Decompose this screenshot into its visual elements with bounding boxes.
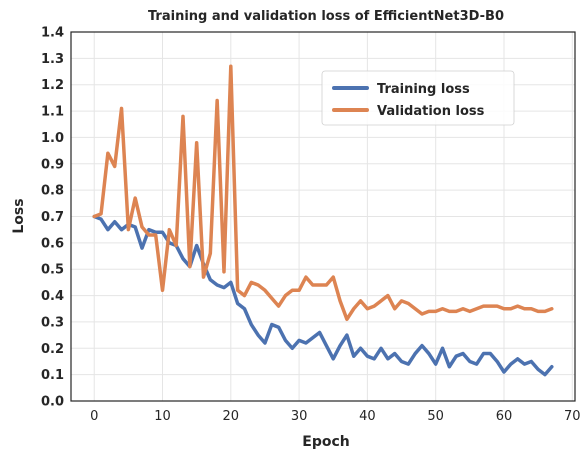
y-tick-label: 0.0	[41, 395, 64, 410]
plot-frame	[70, 31, 576, 402]
y-tick-label: 0.4	[41, 289, 64, 304]
y-tick-label: 1.0	[41, 131, 64, 146]
x-axis-label: Epoch	[302, 434, 349, 450]
validation-loss-line	[92, 64, 554, 322]
x-tick-label: 0	[90, 409, 98, 424]
x-tick-label: 20	[223, 409, 240, 424]
y-tick-label: 0.7	[41, 210, 64, 225]
y-tick-label: 0.5	[41, 263, 64, 278]
y-tick-label: 1.4	[41, 26, 64, 41]
training-loss-line	[92, 214, 554, 377]
legend-box	[321, 70, 515, 126]
y-tick-labels: 0.0 0.1 0.2 0.3 0.4 0.5 0.6 0.7 0.8 0.9 1.0 1.1 1.2 1…	[41, 26, 64, 410]
x-tick-label: 30	[291, 409, 308, 424]
y-tick-label: 0.2	[41, 342, 64, 357]
y-axis-label: Loss	[11, 198, 27, 233]
x-tick-label: 50	[427, 409, 444, 424]
x-tick-label: 40	[359, 409, 376, 424]
y-tick-label: 0.3	[41, 315, 64, 330]
series-lines	[92, 64, 554, 377]
legend-label-validation: Validation loss	[377, 104, 485, 119]
x-tick-label: 60	[496, 409, 513, 424]
y-tick-label: 0.8	[41, 184, 64, 199]
legend-label-training: Training loss	[377, 82, 470, 97]
y-tick-label: 0.6	[41, 236, 64, 251]
x-tick-label: 10	[154, 409, 171, 424]
x-tick-labels: 0 10 20 30 40 50 60 70	[90, 409, 580, 424]
y-tick-label: 0.9	[41, 157, 64, 172]
y-tick-label: 0.1	[41, 368, 64, 383]
legend: Training loss Validation loss	[321, 70, 515, 126]
y-tick-label: 1.2	[41, 78, 64, 93]
x-tick-label: 70	[564, 409, 581, 424]
chart-title: Training and validation loss of Efficien…	[148, 9, 504, 24]
y-tick-label: 1.3	[41, 52, 64, 67]
y-tick-label: 1.1	[41, 105, 64, 120]
